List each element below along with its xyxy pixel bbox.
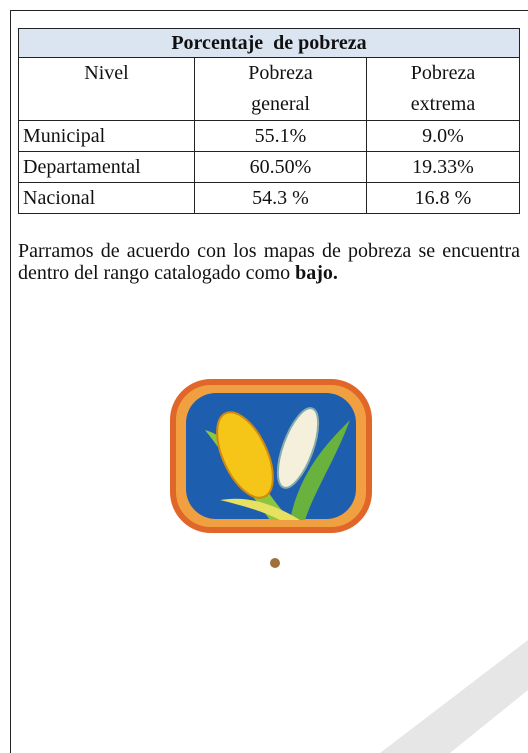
cell: 54.3 % bbox=[194, 182, 367, 214]
page-frame bbox=[10, 10, 528, 753]
header-text: Pobreza general bbox=[248, 62, 313, 115]
row: Departamental 60.50% 19.33% bbox=[18, 151, 520, 183]
corn-yellow bbox=[216, 411, 274, 499]
cell: 19.33% bbox=[366, 151, 520, 183]
row: Nacional 54.3 % 16.8 % bbox=[18, 182, 520, 214]
paragraph: Parramos de acuerdo con los mapas de pob… bbox=[18, 240, 520, 284]
row: Municipal 55.1% 9.0% bbox=[18, 120, 520, 152]
dot bbox=[270, 558, 280, 568]
cell: 60.50% bbox=[194, 151, 367, 183]
cell: 9.0% bbox=[366, 120, 520, 152]
header-text: Pobreza extrema bbox=[410, 62, 476, 115]
poverty-table: Porcentaje de pobreza Nivel Pobreza gene… bbox=[18, 28, 520, 214]
header-cell: Pobreza extrema bbox=[366, 57, 520, 121]
cell: Nacional bbox=[18, 182, 195, 214]
corn-white bbox=[276, 407, 320, 489]
paragraph-text: Parramos de acuerdo con los mapas de pob… bbox=[18, 240, 520, 284]
leaf bbox=[220, 498, 300, 520]
cell: Departamental bbox=[18, 151, 195, 183]
cell: Municipal bbox=[18, 120, 195, 152]
watermark bbox=[380, 640, 528, 753]
leaf bbox=[290, 420, 350, 520]
cell: 16.8 % bbox=[366, 182, 520, 214]
paragraph-bold: bajo. bbox=[295, 262, 338, 284]
header-cell: Pobreza general bbox=[194, 57, 367, 121]
